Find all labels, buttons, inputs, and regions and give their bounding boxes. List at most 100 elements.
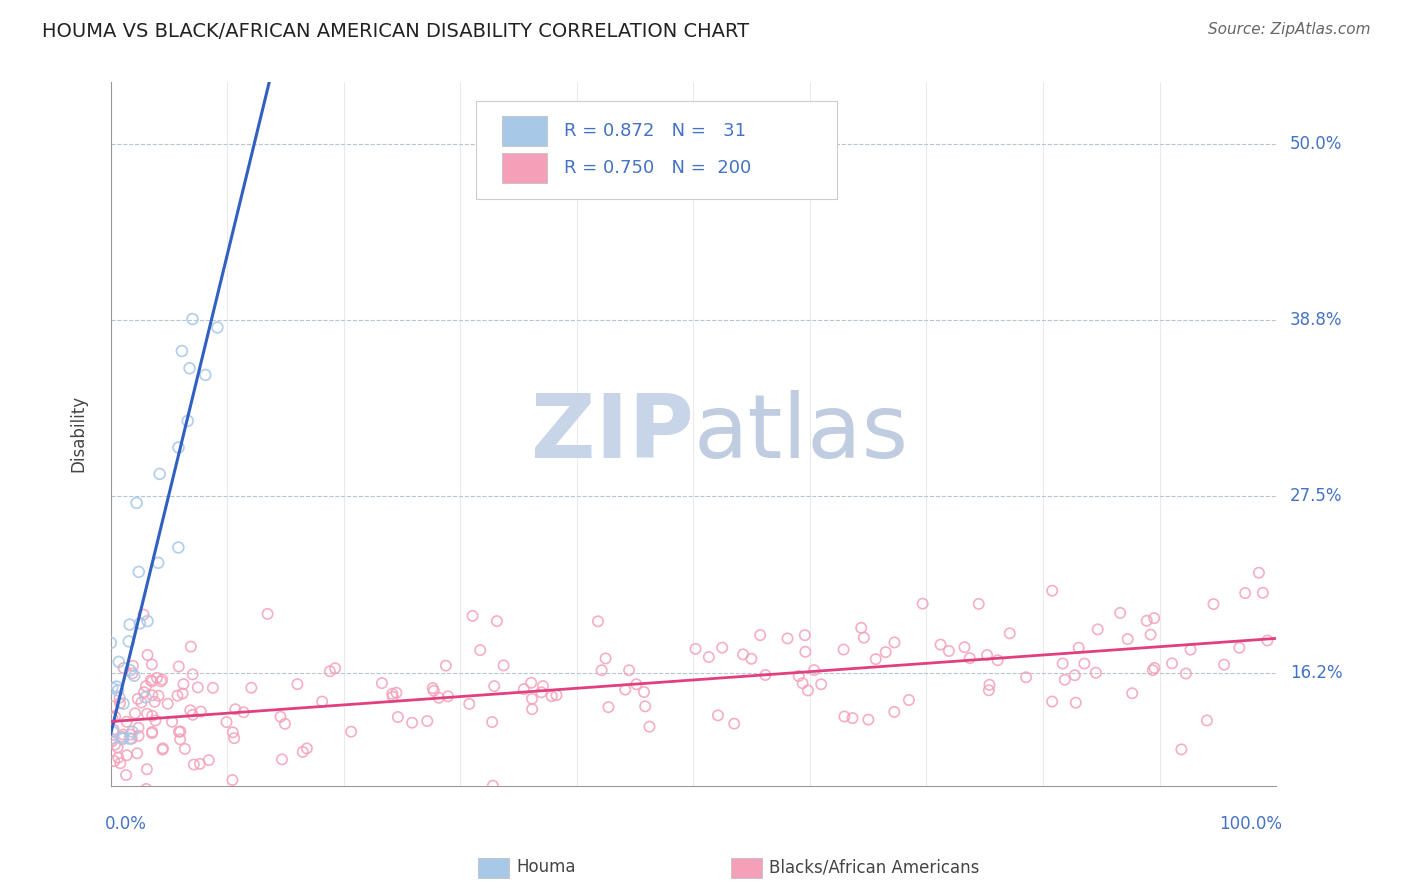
Point <box>1174 666 1197 681</box>
Point <box>129 616 152 631</box>
Text: Blacks/African Americans: Blacks/African Americans <box>769 858 980 876</box>
Point <box>1234 586 1257 600</box>
Point <box>274 716 297 731</box>
Point <box>108 690 131 705</box>
Bar <box>502 116 547 146</box>
Point <box>794 645 817 659</box>
Point <box>136 706 159 721</box>
Point <box>1073 657 1095 671</box>
Point <box>100 731 122 746</box>
Point <box>634 699 657 714</box>
Point <box>797 683 820 698</box>
Point <box>107 750 129 764</box>
Point <box>167 541 190 555</box>
Point <box>115 768 138 782</box>
Point <box>793 628 815 642</box>
Point <box>911 597 934 611</box>
Point <box>977 683 1000 698</box>
Point <box>183 757 205 772</box>
Point <box>287 677 309 691</box>
Point <box>434 658 457 673</box>
Point <box>953 640 976 655</box>
Point <box>148 556 170 570</box>
Point <box>1139 627 1161 641</box>
Point <box>232 705 254 719</box>
Point <box>1064 696 1087 710</box>
Point <box>181 667 204 681</box>
Point <box>115 748 138 763</box>
Point <box>1063 668 1085 682</box>
Point <box>152 741 174 756</box>
Point <box>181 707 204 722</box>
Point <box>381 687 404 701</box>
Text: 50.0%: 50.0% <box>1291 136 1343 153</box>
Point <box>270 710 292 724</box>
Point <box>531 679 554 693</box>
Point <box>197 753 219 767</box>
Point <box>136 648 159 662</box>
Point <box>1170 742 1192 756</box>
Text: ZIP: ZIP <box>530 390 693 477</box>
Point <box>207 320 229 334</box>
Point <box>959 651 981 665</box>
Point <box>215 715 238 730</box>
Point <box>121 731 143 746</box>
Point <box>626 677 648 691</box>
Point <box>1040 694 1063 708</box>
Point <box>179 361 201 376</box>
Point <box>118 617 141 632</box>
Point <box>135 762 157 776</box>
Point <box>461 608 484 623</box>
Point <box>104 710 127 724</box>
Point <box>385 686 408 700</box>
Point <box>614 682 637 697</box>
Point <box>112 728 135 742</box>
Text: Houma: Houma <box>516 858 575 876</box>
Point <box>803 663 825 677</box>
Point <box>371 676 394 690</box>
Bar <box>502 153 547 183</box>
Point <box>513 682 536 697</box>
Point <box>141 688 163 702</box>
Text: R = 0.750   N =  200: R = 0.750 N = 200 <box>564 159 751 177</box>
Point <box>810 677 832 691</box>
Point <box>319 665 342 679</box>
Point <box>172 677 194 691</box>
Point <box>711 640 734 655</box>
Point <box>235 794 257 808</box>
Point <box>136 614 159 628</box>
Point <box>150 673 173 687</box>
Point <box>141 725 163 739</box>
Point <box>141 674 163 689</box>
Point <box>776 632 799 646</box>
Point <box>180 640 202 654</box>
Point <box>146 671 169 685</box>
Point <box>141 657 163 672</box>
Point <box>938 644 960 658</box>
Point <box>149 467 172 481</box>
Point <box>1052 657 1074 671</box>
Point <box>118 634 141 648</box>
Point <box>852 631 875 645</box>
Point <box>841 711 863 725</box>
Point <box>976 648 998 662</box>
Point <box>160 714 183 729</box>
Point <box>112 787 135 801</box>
Point <box>110 756 132 771</box>
Point <box>120 728 142 742</box>
Point <box>1053 673 1076 687</box>
Point <box>401 715 423 730</box>
Point <box>1161 657 1184 671</box>
Point <box>103 723 125 737</box>
Point <box>105 680 128 694</box>
Point <box>311 695 333 709</box>
Point <box>458 697 481 711</box>
Point <box>167 441 190 455</box>
Point <box>987 653 1010 667</box>
Point <box>858 713 880 727</box>
Point <box>121 724 143 739</box>
Point <box>179 703 201 717</box>
Point <box>201 681 224 695</box>
Point <box>482 679 505 693</box>
Point <box>111 731 134 746</box>
